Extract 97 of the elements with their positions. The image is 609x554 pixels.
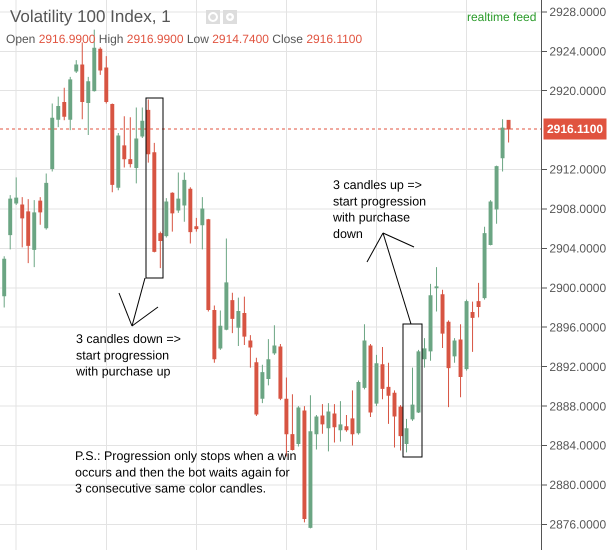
candlestick (62, 87, 66, 121)
candlestick (2, 256, 6, 308)
candlestick (56, 96, 60, 128)
candlestick (218, 310, 222, 350)
y-tick-label: 2892.0000 (549, 360, 606, 374)
candlestick (86, 76, 90, 136)
candlestick (410, 367, 414, 422)
candlestick (104, 56, 108, 104)
candlestick (380, 346, 384, 400)
annotation: 3 candles down => start progression with purchase up (75, 332, 181, 378)
candlestick (434, 266, 438, 312)
candlestick (68, 76, 72, 131)
candlestick (404, 418, 408, 453)
y-tick-label: 2920.0000 (549, 84, 606, 98)
y-tick-label: 2928.0000 (549, 5, 606, 20)
candlestick (8, 194, 12, 250)
candlestick (248, 334, 252, 368)
candlestick (170, 192, 174, 232)
candlestick (272, 324, 276, 356)
candlestick (476, 282, 481, 318)
candlestick (416, 349, 420, 414)
candlestick (176, 172, 180, 214)
candlestick (80, 42, 84, 120)
candlestick (50, 102, 54, 172)
candlestick (236, 297, 240, 346)
candlestick (500, 118, 505, 172)
candlestick (308, 394, 312, 529)
candlestick (446, 320, 450, 408)
candlestick (38, 196, 42, 226)
candlestick (182, 172, 186, 222)
candlestick (212, 305, 216, 364)
candlestick (32, 200, 36, 268)
candlestick (368, 344, 372, 418)
candlestick (452, 338, 457, 364)
candlestick (152, 142, 156, 253)
y-tick-label: 2884.0000 (549, 438, 606, 453)
candlestick (26, 198, 30, 264)
candlestick (164, 198, 168, 238)
y-tick-label: 2876.0000 (549, 518, 606, 532)
candlestick (188, 186, 192, 244)
candlestick (140, 106, 144, 138)
candlestick (362, 324, 366, 390)
candlestick (158, 231, 162, 269)
candlestick (332, 404, 336, 444)
candlestick (278, 344, 282, 401)
candlestick (338, 400, 342, 442)
annotation: 3 candles up => start progression with purchase down (332, 178, 426, 241)
candlestick (230, 292, 234, 334)
candlestick (458, 324, 463, 398)
chart-title: Volatility 100 Index, 1 (10, 7, 171, 26)
y-tick-label: 2908.0000 (549, 202, 606, 216)
candlestick (428, 283, 432, 362)
candlestick (116, 132, 120, 191)
candlestick (44, 172, 48, 230)
candlestick (242, 296, 246, 346)
candlestick (134, 106, 138, 184)
candlestick (398, 404, 402, 451)
candlestick (74, 60, 78, 74)
ref-line-label: 2916.1100 (547, 122, 604, 136)
candlestick (224, 238, 228, 331)
annotation: realtime feed (467, 10, 536, 24)
y-tick-label: 2900.0000 (549, 281, 606, 296)
candlestick (356, 380, 360, 436)
candlestick (20, 196, 24, 248)
candlestick (464, 299, 469, 372)
candlestick (260, 364, 264, 404)
candlestick (290, 394, 294, 451)
candlestick (314, 414, 318, 450)
candlestick (98, 46, 102, 76)
y-tick-label: 2912.0000 (549, 162, 606, 177)
candlestick (350, 390, 354, 446)
candlestick (14, 176, 18, 206)
candlestick (194, 217, 198, 232)
candlestick (266, 338, 270, 386)
candlestick (320, 404, 324, 434)
y-tick-label: 2924.0000 (549, 44, 606, 58)
y-tick-label: 2896.0000 (549, 320, 606, 334)
candlestick (386, 362, 390, 424)
candlestick (206, 218, 210, 312)
candlestick (344, 414, 348, 432)
annotation: P.S.: Progression only stops when a win occurs and then the bot waits again for 3 consecutive same color candles. (75, 449, 296, 496)
candlestick (374, 354, 378, 407)
candlestick (422, 338, 426, 368)
y-tick-label: 2888.0000 (549, 399, 606, 414)
candlestick (254, 357, 258, 416)
y-tick-label: 2904.0000 (549, 242, 606, 256)
candlestick (392, 390, 396, 448)
candlestick (470, 301, 475, 352)
candlestick (482, 226, 487, 300)
candlestick (326, 402, 330, 452)
candlestick (200, 196, 204, 250)
candlestick (494, 165, 499, 224)
candlestick (302, 406, 306, 523)
y-tick-label: 2880.0000 (549, 478, 606, 492)
candlestick (296, 406, 300, 448)
candlestick (488, 200, 493, 246)
candlestick (440, 289, 444, 348)
